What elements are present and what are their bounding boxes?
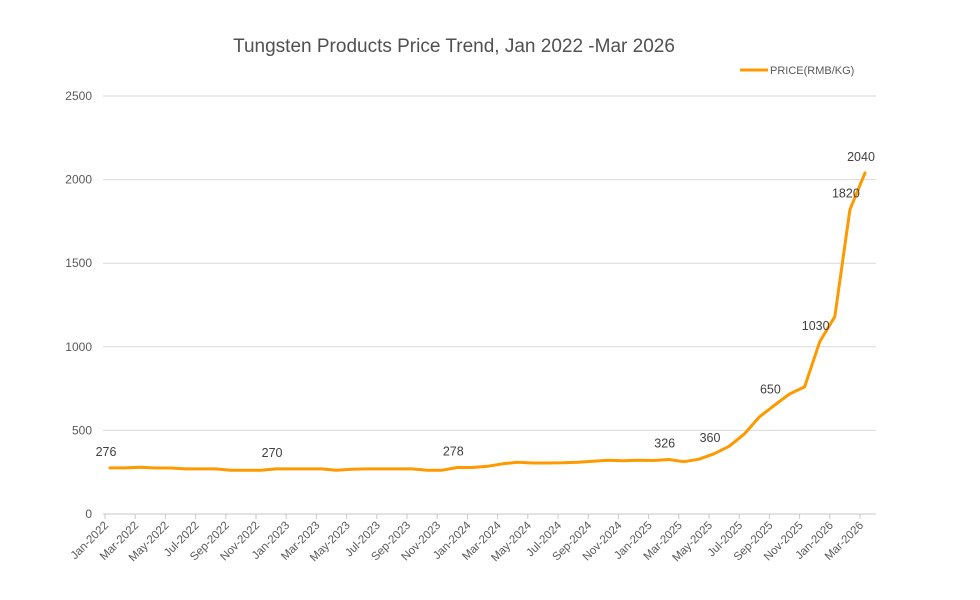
- data-label: 1820: [832, 187, 860, 201]
- chart-title: Tungsten Products Price Trend, Jan 2022 …: [233, 36, 675, 57]
- y-tick-label: 0: [85, 507, 92, 521]
- y-tick-label: 2000: [65, 173, 92, 187]
- y-tick-label: 2500: [65, 89, 92, 103]
- y-tick-label: 500: [72, 423, 92, 437]
- data-label: 270: [262, 446, 283, 460]
- x-axis: Jan-2022Mar-2022May-2022Jul-2022Sep-2022…: [69, 514, 866, 564]
- data-label: 360: [700, 431, 721, 445]
- data-label: 326: [654, 436, 675, 450]
- y-tick-label: 1000: [65, 340, 92, 354]
- y-tick-label: 1500: [65, 256, 92, 270]
- price-line: [108, 171, 867, 472]
- series-price: [108, 171, 867, 472]
- gridlines: [103, 95, 876, 515]
- legend: PRICE(RMB/KG): [740, 65, 854, 77]
- y-axis: 0 500 1000 1500 2000 2500: [65, 89, 92, 521]
- legend-label: PRICE(RMB/KG): [770, 65, 854, 77]
- data-label: 2040: [847, 150, 875, 164]
- data-label: 1030: [802, 319, 830, 333]
- data-label: 276: [96, 445, 117, 459]
- data-labels: 276 270 278 326 360 650 1030 1820 2040: [96, 150, 875, 460]
- data-label: 278: [443, 445, 464, 459]
- data-label: 650: [760, 382, 781, 396]
